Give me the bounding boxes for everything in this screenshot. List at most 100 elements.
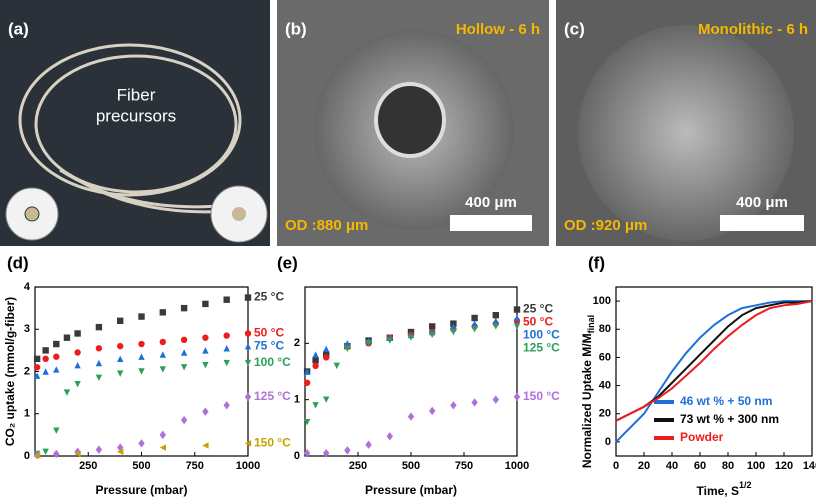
x-tick-label: 60 [694,460,706,472]
panel-label: (f) [588,253,605,272]
x-axis-label-main: Time, S [697,484,739,498]
point [312,363,318,369]
point [117,343,123,349]
point [64,335,70,341]
legend-label: Powder [680,430,724,444]
annotation: precursors [96,106,176,125]
scale-bar [720,215,804,231]
point [387,432,393,440]
annotation: OD :920 μm [564,217,647,234]
x-tick-label: 100 [747,460,765,472]
point [53,366,59,372]
point [160,444,166,450]
y-tick-label: 0 [24,450,30,462]
point [42,368,48,374]
y-axis-label-main: Normalized Uptake M/M [580,333,594,468]
point [42,347,48,353]
point [471,315,477,321]
legend-label: 100 °C [254,355,291,369]
point [96,375,102,381]
legend-label: 46 wt % + 50 nm [680,394,772,408]
inset-fiber [25,207,39,221]
panel-label: (e) [277,253,298,272]
legend-label: 25 °C [523,302,553,316]
legend-label: 50 °C [254,326,284,340]
y-tick-label: 1 [24,408,30,420]
point [304,380,310,386]
legend-label: 75 °C [254,339,284,353]
point [429,407,435,415]
x-tick-label: 750 [186,460,204,472]
y-tick-label: 3 [24,323,30,335]
scale-label: 400 μm [465,194,517,211]
inset-fiber [232,207,246,221]
panel-label: (b) [285,19,307,38]
point [514,306,520,312]
legend-label: 150 °C [523,389,560,403]
point [224,345,230,351]
point [224,296,230,302]
point [493,318,499,324]
point [312,351,318,357]
x-tick-label: 120 [775,460,793,472]
point [202,347,208,353]
y-axis-label-sub: final [586,315,596,334]
point [74,330,80,336]
x-tick-label: 140 [803,460,816,472]
point [514,315,520,321]
panel-label: (d) [7,253,29,272]
point [312,357,318,363]
point [224,401,230,409]
point [202,335,208,341]
point [493,323,499,329]
x-tick-label: 20 [638,460,650,472]
legend-label: 100 °C [523,328,560,342]
point [117,370,123,376]
point [181,416,187,424]
y-tick-label: 40 [599,379,611,391]
x-tick-label: 750 [455,460,473,472]
point [181,364,187,370]
x-tick-label: 250 [349,460,367,472]
point [96,445,102,453]
point [42,356,48,362]
point [429,323,435,329]
point [471,320,477,326]
point [181,349,187,355]
point [34,356,40,362]
annotation: OD :880 μm [285,217,368,234]
point [245,360,251,366]
point [450,401,456,409]
point [53,354,59,360]
legend-label: 25 °C [254,290,284,304]
point [138,313,144,319]
point [96,345,102,351]
point [117,318,123,324]
y-tick-label: 0 [294,450,300,462]
x-axis-label: Pressure (mbar) [95,483,187,497]
y-tick-label: 2 [24,365,30,377]
point [450,329,456,335]
x-tick-label: 80 [722,460,734,472]
point [160,431,166,439]
point [202,407,208,415]
y-tick-label: 80 [599,323,611,335]
legend-label: 125 °C [523,341,560,355]
x-tick-label: 0 [613,460,619,472]
point [74,349,80,355]
point [202,362,208,368]
point [64,389,70,395]
y-tick-label: 100 [593,295,611,307]
point [53,341,59,347]
point [514,323,520,329]
point [138,439,144,447]
y-tick-label: 1 [294,394,300,406]
point [323,354,329,360]
x-tick-label: 1000 [505,460,529,472]
point [53,427,59,433]
legend-label: 125 °C [254,389,291,403]
x-tick-label: 500 [402,460,420,472]
point [471,398,477,406]
annotation: Hollow - 6 h [456,21,540,38]
point [514,393,520,401]
